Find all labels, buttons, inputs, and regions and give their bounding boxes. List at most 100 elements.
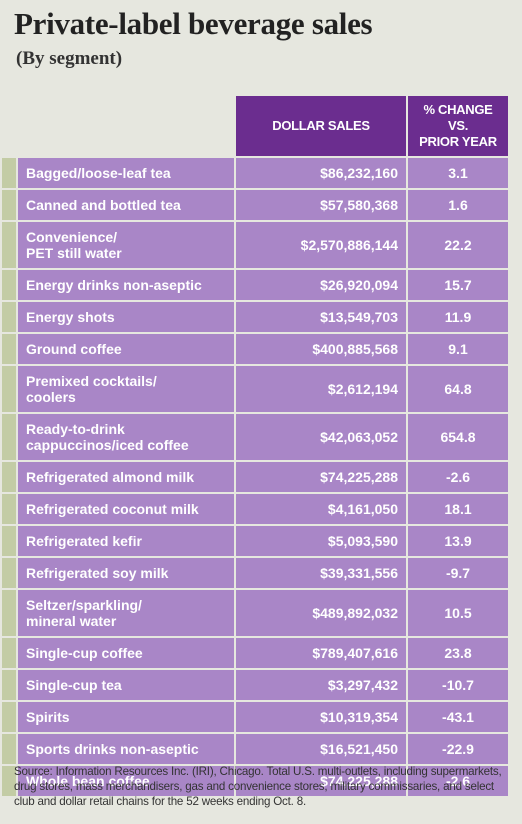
row-stub	[2, 526, 16, 556]
percent-change: 22.2	[408, 222, 508, 268]
row-stub	[2, 222, 16, 268]
row-stub	[2, 734, 16, 764]
dollar-sales: $789,407,616	[236, 638, 406, 668]
header-row: DOLLAR SALES % CHANGE VS. PRIOR YEAR	[2, 96, 508, 156]
dollar-sales: $400,885,568	[236, 334, 406, 364]
percent-change: 11.9	[408, 302, 508, 332]
segment: Canned and bottled tea	[18, 190, 234, 220]
row-stub	[2, 158, 16, 188]
segment: Ready-to-drink cappuccinos/iced coffee	[18, 414, 234, 460]
segment: Refrigerated almond milk	[18, 462, 234, 492]
segment: Refrigerated coconut milk	[18, 494, 234, 524]
title: Private-label beverage sales	[14, 6, 373, 41]
row-stub	[2, 414, 16, 460]
table-row: Refrigerated kefir $5,093,590 13.9	[2, 526, 508, 556]
dollar-sales: $86,232,160	[236, 158, 406, 188]
table-row: Refrigerated soy milk $39,331,556 -9.7	[2, 558, 508, 588]
segment: Single-cup tea	[18, 670, 234, 700]
percent-change: 10.5	[408, 590, 508, 636]
percent-change: 1.6	[408, 190, 508, 220]
percent-change: 23.8	[408, 638, 508, 668]
table-row: Energy drinks non-aseptic $26,920,094 15.7	[2, 270, 508, 300]
table-row: Premixed cocktails/ coolers $2,612,194 64.…	[2, 366, 508, 412]
segment: Energy drinks non-aseptic	[18, 270, 234, 300]
subtitle: (By segment)	[16, 48, 123, 69]
table-row: Energy shots $13,549,703 11.9	[2, 302, 508, 332]
row-stub	[2, 702, 16, 732]
dollar-sales: $42,063,052	[236, 414, 406, 460]
row-stub	[2, 494, 16, 524]
segment: Spirits	[18, 702, 234, 732]
segment: Sports drinks non-aseptic	[18, 734, 234, 764]
row-stub	[2, 302, 16, 332]
percent-change: -2.6	[408, 462, 508, 492]
percent-change: 654.8	[408, 414, 508, 460]
segment: Single-cup coffee	[18, 638, 234, 668]
segment: Refrigerated soy milk	[18, 558, 234, 588]
row-stub	[2, 462, 16, 492]
segment: Seltzer/sparkling/ mineral water	[18, 590, 234, 636]
percent-change: 9.1	[408, 334, 508, 364]
segment: Premixed cocktails/ coolers	[18, 366, 234, 412]
table-row: Seltzer/sparkling/ mineral water $489,892…	[2, 590, 508, 636]
dollar-sales: $489,892,032	[236, 590, 406, 636]
row-stub	[2, 638, 16, 668]
percent-change: -9.7	[408, 558, 508, 588]
percent-change: 18.1	[408, 494, 508, 524]
table-row: Canned and bottled tea $57,580,368 1.6	[2, 190, 508, 220]
percent-change: 15.7	[408, 270, 508, 300]
row-stub	[2, 590, 16, 636]
dollar-sales: $39,331,556	[236, 558, 406, 588]
row-stub	[2, 670, 16, 700]
dollar-sales: $16,521,450	[236, 734, 406, 764]
dollar-sales: $2,612,194	[236, 366, 406, 412]
row-stub	[2, 366, 16, 412]
blank-header	[18, 96, 234, 156]
percent-change: 3.1	[408, 158, 508, 188]
table-row: Ready-to-drink cappuccinos/iced coffee $4…	[2, 414, 508, 460]
dollar-sales: $5,093,590	[236, 526, 406, 556]
row-stub	[2, 190, 16, 220]
row-stub	[2, 766, 16, 796]
dollar-sales: $74,225,288	[236, 766, 406, 796]
dollar-sales: $3,297,432	[236, 670, 406, 700]
table-row: Refrigerated almond milk $74,225,288 -2.6	[2, 462, 508, 492]
column-header: DOLLAR SALES	[236, 96, 406, 156]
row-stub	[2, 558, 16, 588]
column-header: % CHANGE VS. PRIOR YEAR	[408, 96, 508, 156]
segment: Whole bean coffee	[18, 766, 234, 796]
table-row: Refrigerated coconut milk $4,161,050 18.1	[2, 494, 508, 524]
segment: Energy shots	[18, 302, 234, 332]
segment: Bagged/loose-leaf tea	[18, 158, 234, 188]
table-row: Bagged/loose-leaf tea $86,232,160 3.1	[2, 158, 508, 188]
dollar-sales: $26,920,094	[236, 270, 406, 300]
segment: Refrigerated kefir	[18, 526, 234, 556]
table-body: Bagged/loose-leaf tea $86,232,160 3.1 Canne…	[2, 158, 508, 796]
table-row: Ground coffee $400,885,568 9.1	[2, 334, 508, 364]
row-stub	[2, 270, 16, 300]
dollar-sales: $57,580,368	[236, 190, 406, 220]
percent-change: 64.8	[408, 366, 508, 412]
table-row: Spirits $10,319,354 -43.1	[2, 702, 508, 732]
row-stub	[2, 334, 16, 364]
blank-header	[2, 96, 16, 156]
source-note: Source: Information Resources Inc. (IRI)…	[14, 765, 502, 808]
sales-table: DOLLAR SALES % CHANGE VS. PRIOR YEAR Bag…	[0, 94, 510, 798]
table-header: DOLLAR SALES % CHANGE VS. PRIOR YEAR	[2, 96, 508, 156]
table-row: Convenience/ PET still water $2,570,886,1…	[2, 222, 508, 268]
dollar-sales: $4,161,050	[236, 494, 406, 524]
percent-change: -2.6	[408, 766, 508, 796]
percent-change: 13.9	[408, 526, 508, 556]
table-row: Single-cup coffee $789,407,616 23.8	[2, 638, 508, 668]
segment: Ground coffee	[18, 334, 234, 364]
table-row: Single-cup tea $3,297,432 -10.7	[2, 670, 508, 700]
dollar-sales: $10,319,354	[236, 702, 406, 732]
table-row: Whole bean coffee $74,225,288 -2.6	[2, 766, 508, 796]
segment: Convenience/ PET still water	[18, 222, 234, 268]
dollar-sales: $2,570,886,144	[236, 222, 406, 268]
table-row: Sports drinks non-aseptic $16,521,450 -22.…	[2, 734, 508, 764]
dollar-sales: $13,549,703	[236, 302, 406, 332]
percent-change: -43.1	[408, 702, 508, 732]
